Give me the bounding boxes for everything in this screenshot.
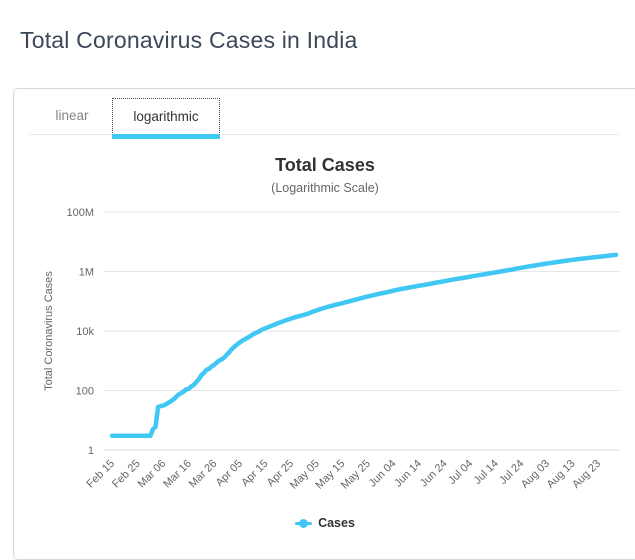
tab-linear[interactable]: linear <box>55 108 89 123</box>
tab-logarithmic[interactable]: logarithmic <box>112 98 220 135</box>
x-tick-label: Mar 26 <box>187 458 220 491</box>
x-tick-label: Jun 14 <box>392 458 424 490</box>
page-title: Total Coronavirus Cases in India <box>20 27 358 53</box>
tab-divider <box>29 134 619 135</box>
x-tick-label: Jul 04 <box>446 458 475 487</box>
series-line-cases[interactable] <box>109 252 619 439</box>
x-tick-label: Apr 05 <box>214 458 245 489</box>
y-tick-label: 1 <box>88 445 94 457</box>
chart-card: linear logarithmic <box>13 88 635 560</box>
x-tick-label: Apr 15 <box>239 458 270 489</box>
x-tick-label: Jun 04 <box>367 458 399 490</box>
x-tick-label: Jul 14 <box>472 458 501 487</box>
y-tick-label: 10k <box>76 326 94 338</box>
legend-label: Cases <box>318 516 355 530</box>
active-tab-underline <box>112 134 220 139</box>
y-tick-label: 1M <box>79 267 94 279</box>
chart-subtitle: (Logarithmic Scale) <box>271 181 379 195</box>
x-tick-label: Aug 23 <box>570 458 603 491</box>
legend-series-marker-icon <box>295 518 313 528</box>
y-axis-title: Total Coronavirus Cases <box>43 271 55 391</box>
x-tick-label: Jun 24 <box>418 458 450 490</box>
y-tick-label: 100 <box>76 386 94 398</box>
legend-item-cases[interactable]: Cases <box>28 513 622 533</box>
y-tick-label: 100M <box>66 207 94 219</box>
chart-title: Total Cases <box>275 155 375 175</box>
